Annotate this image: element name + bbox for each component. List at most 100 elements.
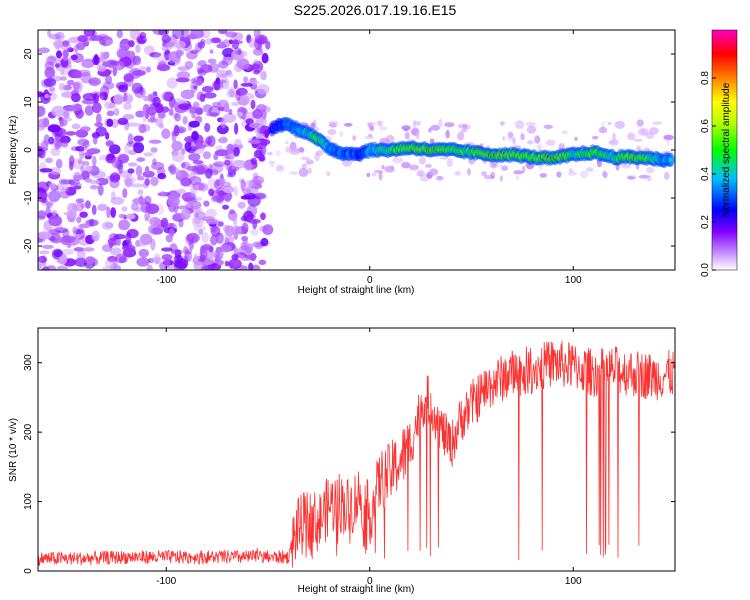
faint-blob bbox=[502, 136, 506, 141]
noise-blob bbox=[91, 204, 97, 215]
noise-blob bbox=[201, 265, 213, 270]
noise-blob bbox=[213, 161, 226, 168]
colorbar-label: Normalized spectral amplitude bbox=[721, 82, 732, 217]
noise-blob bbox=[131, 198, 144, 204]
noise-blob bbox=[118, 154, 129, 164]
noise-blob bbox=[75, 198, 85, 203]
noise-blob bbox=[73, 185, 82, 190]
noise-blob bbox=[127, 133, 134, 145]
noise-blob bbox=[186, 165, 199, 172]
noise-blob bbox=[254, 192, 267, 200]
noise-blob bbox=[240, 241, 247, 251]
noise-blob bbox=[122, 93, 134, 104]
noise-blob bbox=[175, 49, 182, 59]
noise-blob bbox=[48, 86, 56, 92]
faint-blob bbox=[436, 175, 444, 181]
top-y-tick-label: 0 bbox=[23, 147, 34, 153]
noise-blob bbox=[97, 184, 104, 196]
noise-blob bbox=[113, 108, 120, 116]
noise-blob bbox=[70, 182, 82, 189]
noise-blob bbox=[249, 252, 257, 262]
noise-blob bbox=[214, 149, 229, 157]
noise-blob bbox=[131, 82, 143, 94]
noise-blob bbox=[43, 265, 50, 270]
noise-blob bbox=[225, 31, 238, 38]
noise-blob bbox=[260, 212, 266, 221]
noise-blob bbox=[187, 200, 194, 207]
faint-blob bbox=[646, 174, 652, 182]
noise-blob bbox=[258, 138, 271, 146]
noise-blob bbox=[70, 54, 78, 61]
noise-blob bbox=[176, 71, 191, 80]
noise-blob bbox=[195, 141, 203, 149]
noise-blob bbox=[161, 254, 173, 261]
noise-blob bbox=[82, 93, 97, 101]
noise-blob bbox=[246, 204, 258, 217]
top-y-tick-label: -10 bbox=[23, 190, 34, 205]
noise-blob bbox=[246, 34, 252, 44]
faint-blob bbox=[268, 160, 276, 165]
noise-blob bbox=[260, 70, 267, 81]
top-y-tick-label: 20 bbox=[23, 48, 34, 60]
noise-blob bbox=[205, 136, 212, 145]
noise-blob bbox=[92, 30, 97, 38]
noise-blob bbox=[126, 228, 139, 239]
noise-blob bbox=[127, 122, 140, 127]
noise-blob bbox=[50, 226, 62, 232]
noise-blob bbox=[168, 166, 180, 174]
noise-blob bbox=[118, 219, 130, 231]
noise-blob bbox=[224, 159, 231, 166]
noise-blob bbox=[41, 244, 54, 249]
noise-blob bbox=[252, 172, 259, 180]
noise-blob bbox=[188, 153, 201, 162]
faint-blob bbox=[521, 165, 526, 173]
noise-blob bbox=[218, 30, 228, 35]
noise-blob bbox=[207, 178, 219, 190]
noise-blob bbox=[127, 162, 138, 167]
noise-blob bbox=[123, 102, 132, 110]
noise-blob bbox=[208, 105, 221, 118]
noise-blob bbox=[210, 234, 218, 246]
noise-blob bbox=[233, 79, 238, 90]
noise-blob bbox=[200, 64, 213, 73]
faint-blob bbox=[568, 168, 574, 173]
noise-blob bbox=[232, 159, 246, 169]
noise-blob bbox=[67, 47, 74, 53]
noise-blob bbox=[56, 50, 62, 59]
noise-blob bbox=[184, 251, 192, 263]
faint-blob bbox=[580, 170, 589, 179]
noise-blob bbox=[237, 201, 246, 209]
faint-blob bbox=[507, 131, 514, 138]
noise-blob bbox=[216, 69, 228, 79]
noise-blob bbox=[43, 77, 57, 87]
noise-blob bbox=[146, 66, 151, 73]
noise-blob bbox=[116, 237, 121, 247]
noise-blob bbox=[211, 189, 225, 201]
noise-blob bbox=[61, 43, 72, 52]
noise-blob bbox=[72, 82, 81, 91]
noise-blob bbox=[151, 227, 162, 235]
noise-blob bbox=[109, 263, 121, 270]
noise-blob bbox=[243, 92, 255, 100]
noise-blob bbox=[193, 215, 202, 225]
noise-blob bbox=[226, 173, 233, 178]
noise-blob bbox=[142, 95, 150, 102]
faint-blob bbox=[447, 158, 453, 168]
noise-blob bbox=[126, 95, 133, 103]
noise-blob bbox=[183, 245, 189, 255]
noise-blob bbox=[61, 229, 70, 237]
noise-blob bbox=[161, 34, 172, 43]
noise-blob bbox=[150, 238, 156, 251]
faint-blob bbox=[310, 122, 316, 129]
noise-blob bbox=[118, 213, 126, 219]
noise-blob bbox=[186, 232, 200, 243]
faint-blob bbox=[289, 149, 301, 155]
faint-blob bbox=[367, 133, 373, 138]
noise-blob bbox=[91, 170, 106, 179]
noise-blob bbox=[138, 123, 147, 134]
noise-blob bbox=[153, 52, 167, 61]
noise-blob bbox=[251, 264, 261, 270]
noise-blob bbox=[251, 63, 261, 70]
noise-blob bbox=[208, 188, 215, 197]
faint-blob bbox=[648, 127, 659, 135]
